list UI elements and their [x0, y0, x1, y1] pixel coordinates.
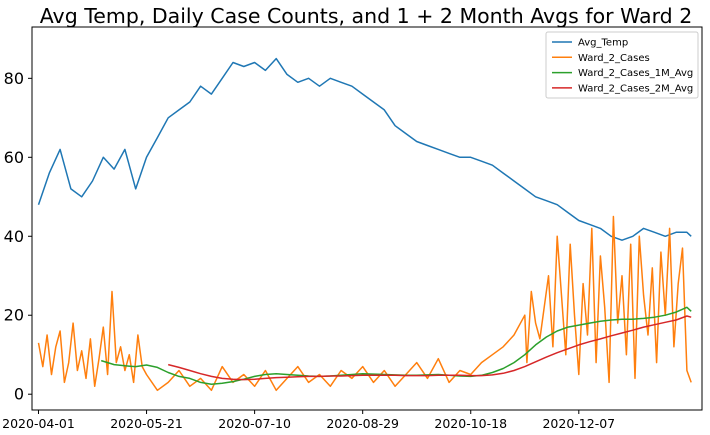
y-tick-label: 80 — [4, 69, 24, 88]
series-line-ward-2-cases — [37, 215, 692, 392]
axes-layer: 0 20 40 60 80 2020-04-01 2020-05-21 2020-07-10 2… — [2, 69, 615, 431]
legend-label: Avg_Temp — [578, 38, 628, 49]
series-line-avg-temp — [37, 57, 692, 241]
series-line-ward-2-cases-2m-avg — [168, 315, 692, 381]
plot-frame — [31, 26, 703, 411]
y-tick-label: 60 — [4, 148, 24, 167]
y-tick-label: 20 — [4, 306, 24, 325]
y-tick-label: 40 — [4, 227, 24, 246]
x-tick-label: 2020-05-21 — [110, 416, 183, 431]
x-tick-label: 2020-08-29 — [326, 416, 399, 431]
chart-title: Avg Temp, Daily Case Counts, and 1 + 2 M… — [40, 4, 693, 28]
x-tick-label: 2020-07-10 — [218, 416, 291, 431]
legend-label: Ward_2_Cases — [578, 53, 650, 64]
x-tick-label: 2020-10-18 — [434, 416, 507, 431]
legend-label: Ward_2_Cases_2M_Avg — [578, 83, 693, 94]
x-tick-label: 2020-12-07 — [542, 416, 615, 431]
y-tick-label: 0 — [14, 385, 24, 404]
series-layer — [37, 57, 692, 392]
legend: Avg_Temp Ward_2_Cases Ward_2_Cases_1M_Avg W… — [545, 31, 699, 99]
legend-label: Ward_2_Cases_1M_Avg — [578, 68, 693, 79]
legend-box — [545, 31, 699, 99]
x-tick-label: 2020-04-01 — [2, 416, 75, 431]
